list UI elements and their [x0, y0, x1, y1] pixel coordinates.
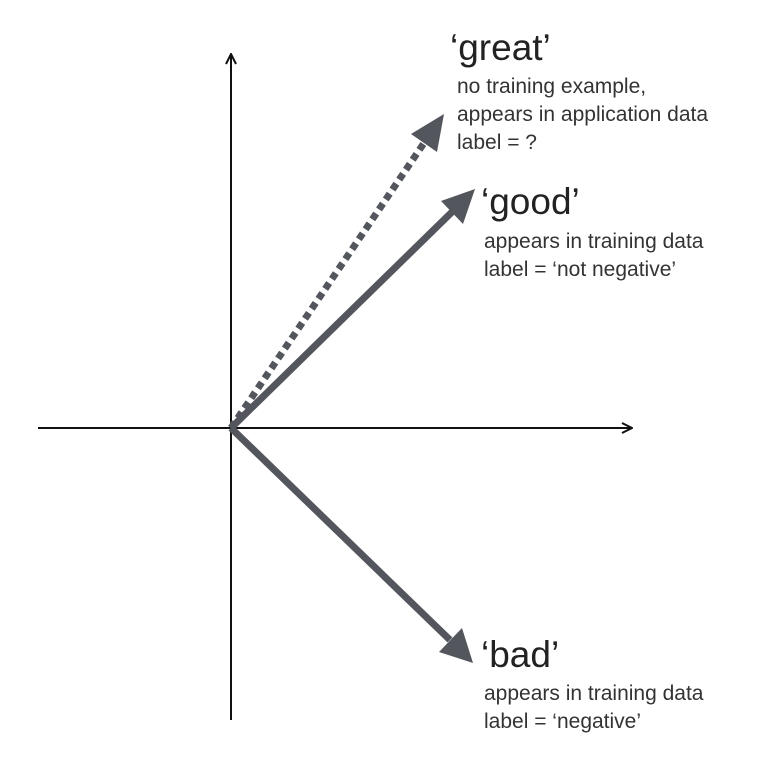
great-description-line: no training example, — [457, 75, 646, 98]
bad-vector-arrowhead — [439, 628, 473, 663]
great-description-line: appears in application data — [457, 103, 708, 126]
bad-word: ‘bad’ — [481, 634, 559, 675]
good-vector-arrowhead — [441, 189, 475, 224]
good-label: ‘good’ appears in training data label = … — [481, 181, 704, 281]
bad-label: ‘bad’ appears in training data label = ‘… — [481, 634, 704, 733]
great-word: ‘great’ — [450, 27, 551, 68]
great-vector — [228, 114, 444, 430]
bad-description-line: appears in training data — [484, 682, 704, 705]
bad-vector — [228, 425, 473, 663]
good-vector-line — [228, 209, 455, 431]
good-description-line: appears in training data — [484, 230, 704, 253]
good-label-value: label = ‘not negative’ — [484, 258, 676, 281]
good-word: ‘good’ — [481, 181, 580, 222]
great-label: ‘great’ no training example, appears in … — [450, 27, 708, 154]
bad-label-value: label = ‘negative’ — [484, 710, 641, 733]
great-vector-arrowhead — [411, 114, 444, 152]
great-label-value: label = ? — [457, 131, 537, 154]
good-vector — [228, 189, 475, 431]
bad-vector-line — [228, 425, 453, 643]
great-vector-line — [228, 141, 427, 430]
